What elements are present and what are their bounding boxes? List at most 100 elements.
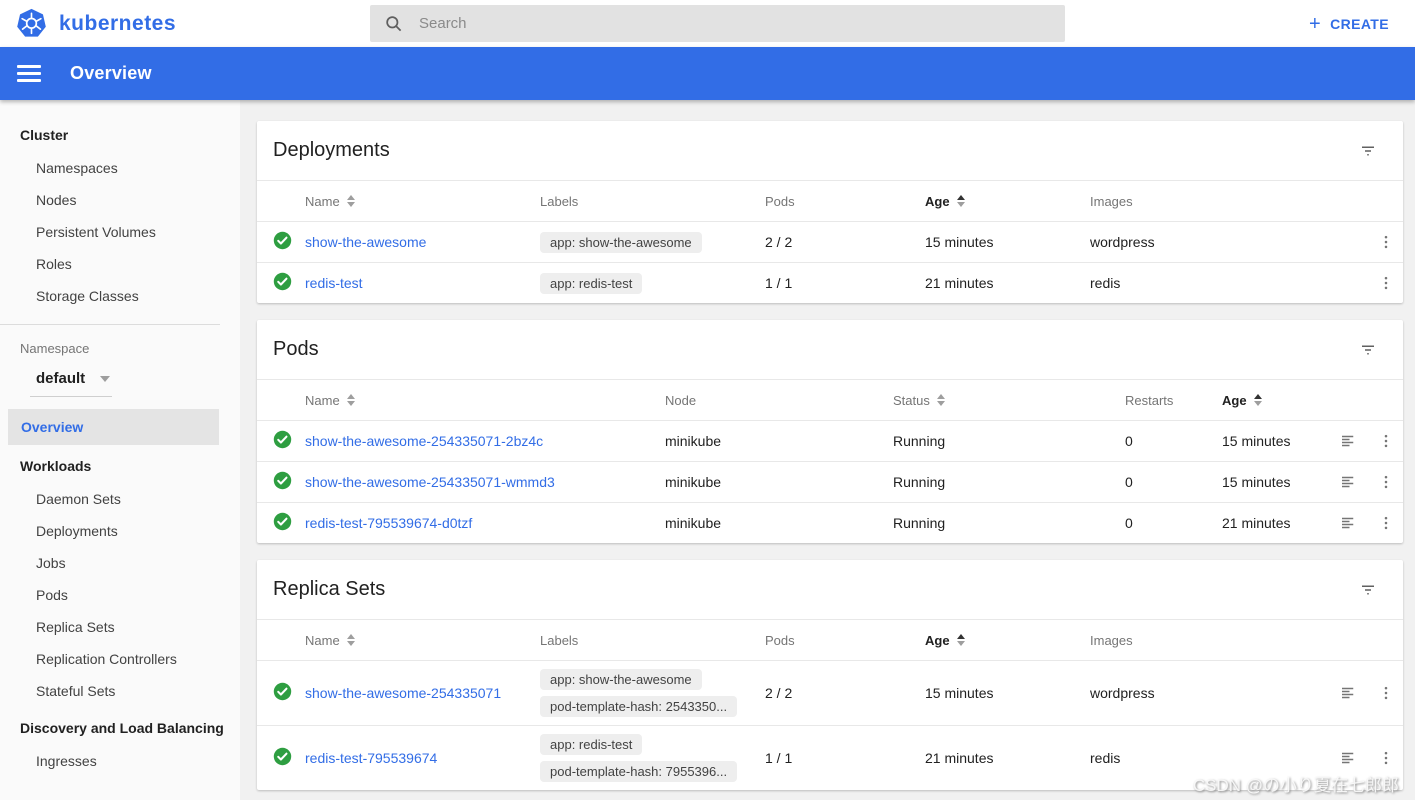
sidebar-item-namespaces[interactable]: Namespaces	[36, 160, 118, 176]
pods-table-body: show-the-awesome-254335071-2bz4c minikube…	[257, 420, 1403, 543]
column-label: Restarts	[1125, 392, 1174, 408]
row-menu-icon[interactable]	[1377, 514, 1395, 532]
column-header-age[interactable]: Age	[925, 194, 1090, 209]
pods-count: 2 / 2	[765, 234, 793, 250]
status-ok-icon	[273, 430, 292, 452]
row-menu-icon[interactable]	[1377, 749, 1395, 767]
age: 21 minutes	[925, 275, 994, 291]
logs-icon[interactable]	[1339, 432, 1357, 450]
column-label: Labels	[540, 632, 579, 648]
column-header-pods: Pods	[765, 194, 925, 209]
replica-sets-table-body: show-the-awesome-254335071 app: show-the-…	[257, 660, 1403, 790]
column-header-status[interactable]: Status	[893, 393, 1125, 408]
sidebar-header-workloads: Workloads	[20, 458, 92, 474]
sidebar-item-pods[interactable]: Pods	[36, 587, 68, 603]
chevron-down-icon	[100, 375, 110, 382]
pod-restarts: 0	[1125, 474, 1133, 490]
sidebar-item-daemon-sets[interactable]: Daemon Sets	[36, 491, 121, 507]
discovery-nav-list: Ingresses	[0, 745, 240, 777]
app-bar: Overview	[0, 47, 1415, 100]
pods-count: 1 / 1	[765, 750, 793, 766]
column-header-name[interactable]: Name	[305, 393, 665, 408]
label-chip: app: show-the-awesome	[540, 669, 702, 690]
column-header-images: Images	[1090, 194, 1327, 209]
sidebar-item-stateful-sets[interactable]: Stateful Sets	[36, 683, 116, 699]
replicasets-row: redis-test-795539674 app: redis-test pod-t…	[257, 725, 1403, 790]
sidebar-item-ingresses[interactable]: Ingresses	[36, 753, 97, 769]
menu-icon[interactable]	[17, 65, 41, 82]
pods-name-link[interactable]: show-the-awesome-254335071-wmmd3	[305, 474, 555, 490]
column-label: Age	[925, 193, 950, 209]
filter-icon[interactable]	[1359, 142, 1377, 160]
sort-icon	[956, 634, 965, 646]
brand-wordmark: kubernetes	[59, 11, 177, 35]
deployments-card: Deployments Name Labels Pods Age Images show…	[257, 121, 1403, 303]
sort-icon	[936, 394, 945, 406]
kubernetes-brand[interactable]: kubernetes	[0, 8, 370, 39]
sidebar-item-overview[interactable]: Overview	[8, 409, 219, 445]
row-menu-icon[interactable]	[1377, 233, 1395, 251]
column-label: Labels	[540, 193, 579, 209]
age: 15 minutes	[925, 234, 994, 250]
pod-age: 21 minutes	[1222, 515, 1291, 531]
label-chip: app: show-the-awesome	[540, 231, 702, 253]
column-header-name[interactable]: Name	[305, 194, 540, 209]
sidebar-item-roles[interactable]: Roles	[36, 256, 72, 272]
deployments-name-link[interactable]: redis-test	[305, 275, 363, 291]
row-menu-icon[interactable]	[1377, 473, 1395, 491]
images: redis	[1090, 750, 1121, 766]
pods-name-link[interactable]: show-the-awesome-254335071-2bz4c	[305, 433, 544, 449]
cluster-nav-list: Namespaces Nodes Persistent Volumes Roles St…	[0, 152, 240, 312]
sort-icon	[956, 195, 965, 207]
deployments-table-body: show-the-awesome app: show-the-awesome 2 /…	[257, 221, 1403, 303]
sidebar-item-persistent-volumes[interactable]: Persistent Volumes	[36, 224, 156, 240]
column-label: Name	[305, 193, 340, 209]
pod-node: minikube	[665, 515, 722, 531]
sidebar-item-replication-controllers[interactable]: Replication Controllers	[36, 651, 177, 667]
replicasets-name-link[interactable]: redis-test-795539674	[305, 750, 438, 766]
age: 15 minutes	[925, 685, 994, 701]
deployments-row: redis-test app: redis-test 1 / 1 21 minutes…	[257, 262, 1403, 303]
column-header-images: Images	[1090, 633, 1327, 648]
sidebar-item-jobs[interactable]: Jobs	[36, 555, 66, 571]
pod-status: Running	[893, 515, 946, 531]
sidebar-item-deployments[interactable]: Deployments	[36, 523, 118, 539]
logs-icon[interactable]	[1339, 749, 1357, 767]
sidebar-item-nodes[interactable]: Nodes	[36, 192, 77, 208]
column-header-age[interactable]: Age	[1222, 393, 1327, 408]
logs-icon[interactable]	[1339, 473, 1357, 491]
row-menu-icon[interactable]	[1377, 684, 1395, 702]
deployments-row: show-the-awesome app: show-the-awesome 2 /…	[257, 221, 1403, 262]
column-label: Images	[1090, 632, 1133, 648]
sidebar-divider	[0, 324, 220, 325]
label-chip: app: redis-test	[540, 272, 643, 294]
row-menu-icon[interactable]	[1377, 432, 1395, 450]
filter-icon[interactable]	[1359, 341, 1377, 359]
logs-icon[interactable]	[1339, 514, 1357, 532]
sidebar-item-storage-classes[interactable]: Storage Classes	[36, 288, 139, 304]
deployments-name-link[interactable]: show-the-awesome	[305, 234, 427, 250]
filter-icon[interactable]	[1359, 581, 1377, 599]
status-ok-icon	[273, 231, 292, 253]
column-label: Age	[1222, 392, 1247, 408]
create-button[interactable]: + CREATE	[1309, 14, 1389, 34]
status-ok-icon	[273, 512, 292, 534]
column-label: Age	[925, 632, 950, 648]
pod-age: 15 minutes	[1222, 474, 1291, 490]
logs-icon[interactable]	[1339, 684, 1357, 702]
pod-node: minikube	[665, 433, 722, 449]
pods-count: 2 / 2	[765, 685, 793, 701]
column-header-age[interactable]: Age	[925, 633, 1090, 648]
pod-status: Running	[893, 433, 946, 449]
pods-name-link[interactable]: redis-test-795539674-d0tzf	[305, 515, 473, 531]
namespace-select[interactable]: default	[30, 370, 112, 397]
search-input[interactable]	[419, 15, 1051, 32]
deployments-card-title: Deployments	[273, 139, 390, 161]
sidebar-item-replica-sets[interactable]: Replica Sets	[36, 619, 115, 635]
sort-icon	[346, 634, 355, 646]
column-header-name[interactable]: Name	[305, 633, 540, 648]
replicasets-name-link[interactable]: show-the-awesome-254335071	[305, 685, 502, 701]
row-menu-icon[interactable]	[1377, 274, 1395, 292]
deployments-table-header: Name Labels Pods Age Images	[257, 181, 1403, 221]
images: redis	[1090, 275, 1121, 291]
